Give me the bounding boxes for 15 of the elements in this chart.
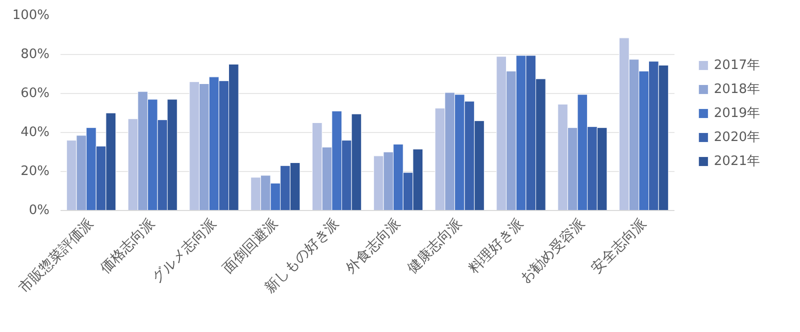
x-tick-label: 市販惣菜評価派 <box>16 216 97 296</box>
x-tick-label: 外食志向派 <box>343 216 404 277</box>
y-tick-label: 40% <box>20 125 50 140</box>
legend-label: 2021年 <box>714 152 760 170</box>
legend-label: 2018年 <box>714 80 760 98</box>
legend-label: 2017年 <box>714 56 760 74</box>
legend-label: 2019年 <box>714 104 760 122</box>
y-tick-label: 0% <box>28 203 50 218</box>
x-tick-label: 安全志向派 <box>588 216 650 277</box>
legend-label: 2020年 <box>714 128 760 146</box>
y-tick-label: 20% <box>20 164 50 179</box>
y-tick-label: 80% <box>20 47 50 62</box>
x-tick-label: 健康志向派 <box>404 216 466 277</box>
y-tick-label: 60% <box>20 86 50 101</box>
y-tick-label: 100% <box>12 8 50 23</box>
